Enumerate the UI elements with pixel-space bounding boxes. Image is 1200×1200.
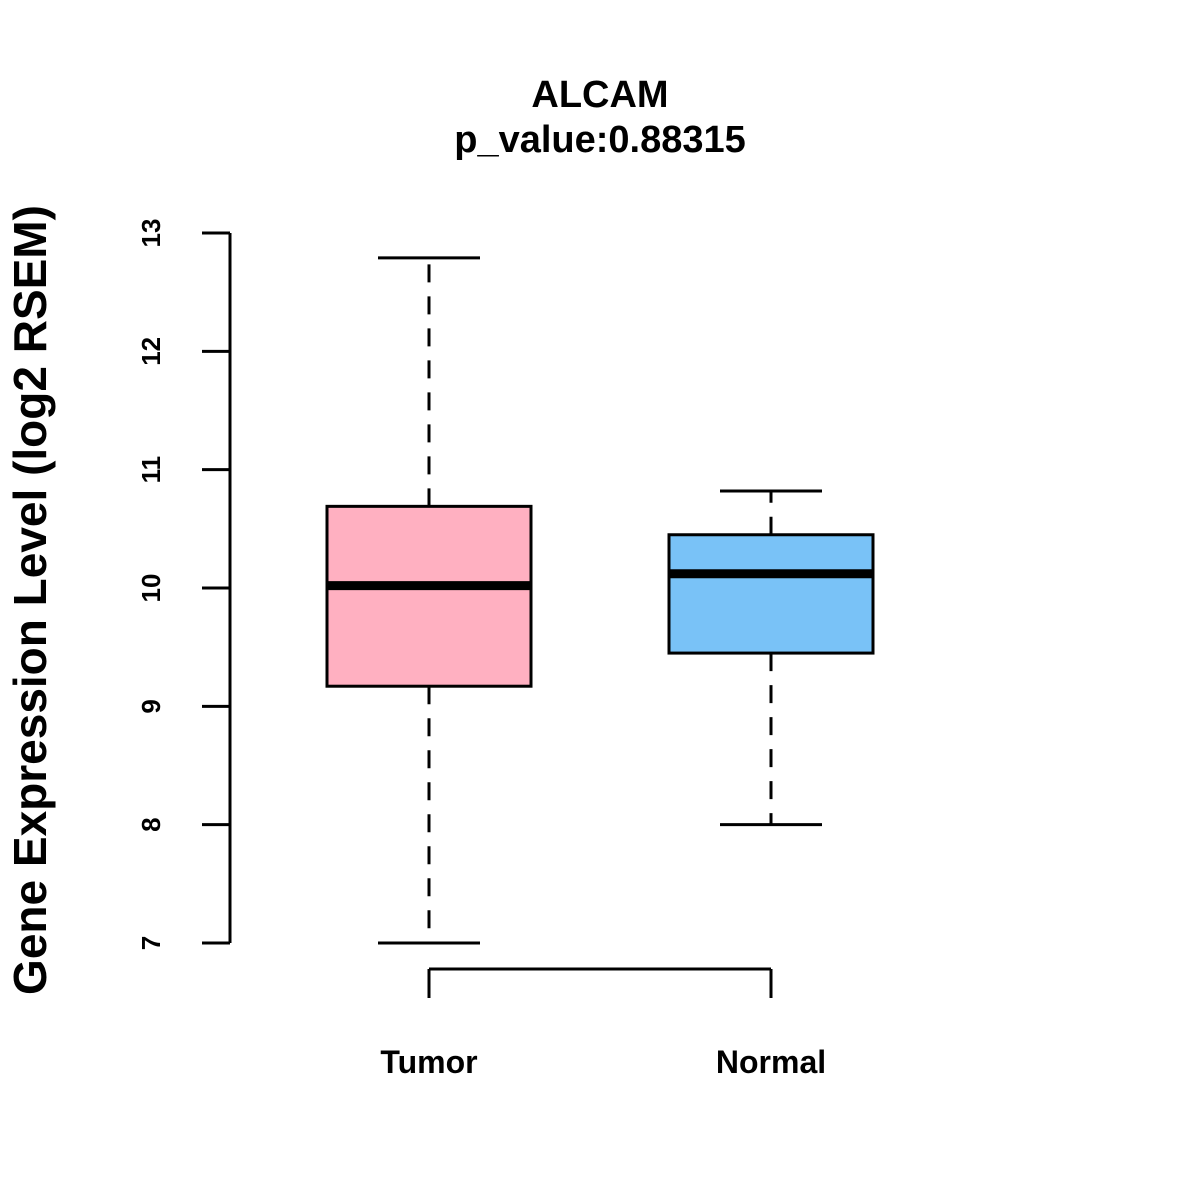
box-normal xyxy=(667,489,875,827)
chart-title: ALCAM xyxy=(531,74,668,116)
y-tick-label: 11 xyxy=(136,456,166,484)
y-tick-label: 10 xyxy=(136,574,166,603)
x-tick-label-normal: Normal xyxy=(716,1044,826,1080)
y-tick-label: 8 xyxy=(136,817,166,831)
iqr-box xyxy=(325,504,533,688)
y-axis-label: Gene Expression Level (log2 RSEM) xyxy=(4,205,56,995)
x-axis: Tumor Normal xyxy=(380,967,826,1080)
y-tick-label: 13 xyxy=(136,219,166,248)
boxes-group xyxy=(325,256,875,945)
y-tick-label: 12 xyxy=(136,337,166,366)
y-tick-label: 9 xyxy=(136,699,166,713)
iqr-box xyxy=(667,533,875,655)
y-tick-label: 7 xyxy=(136,936,166,950)
x-tick-label-tumor: Tumor xyxy=(380,1044,477,1080)
box-tumor xyxy=(325,256,533,945)
chart-subtitle: p_value:0.88315 xyxy=(454,119,746,161)
y-axis: 7 8 9 10 11 12 13 xyxy=(136,219,232,950)
